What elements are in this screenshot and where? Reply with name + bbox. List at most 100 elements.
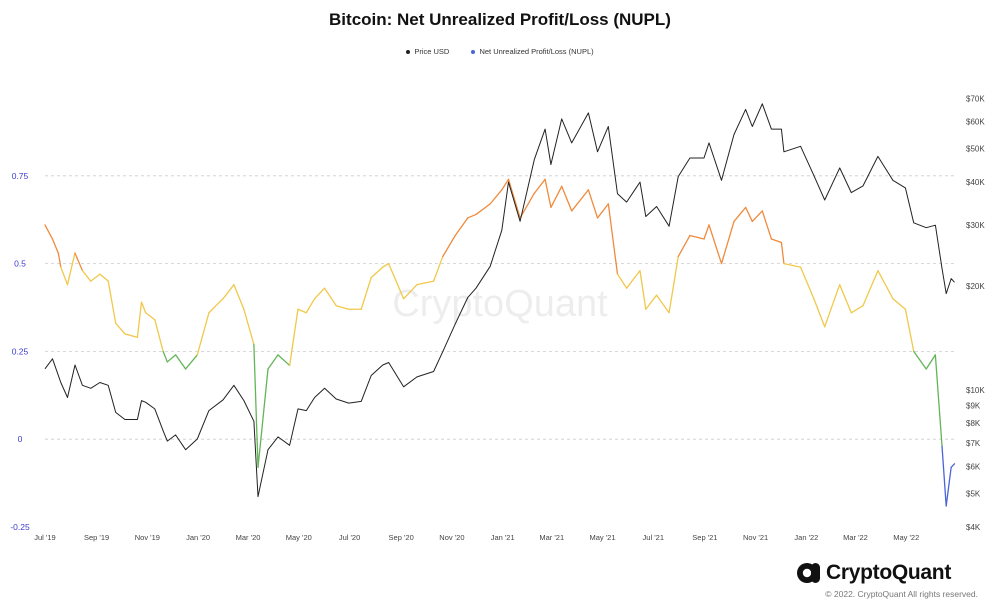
- nupl-segment: [382, 262, 390, 268]
- nupl-segment: [571, 189, 590, 212]
- right-tick-label: $9K: [966, 402, 981, 411]
- nupl-segment: [703, 224, 710, 240]
- legend-label-price: Price USD: [414, 47, 450, 56]
- nupl-segment: [60, 266, 69, 286]
- nupl-segment: [770, 238, 783, 244]
- x-tick-label: Jan '22: [794, 533, 818, 542]
- copyright: © 2022. CryptoQuant All rights reserved.: [825, 589, 978, 599]
- nupl-segment: [360, 276, 372, 310]
- nupl-segment: [839, 284, 852, 314]
- logo-text: CryptoQuant: [826, 561, 952, 584]
- nupl-segment: [297, 308, 307, 314]
- nupl-segment: [616, 273, 628, 289]
- left-tick-label: 0.25: [12, 346, 29, 356]
- nupl-segment: [813, 298, 826, 328]
- right-tick-label: $30K: [966, 221, 985, 230]
- right-tick-label: $50K: [966, 145, 985, 154]
- left-tick-label: 0.75: [12, 171, 29, 181]
- cryptoquant-logo-icon: [797, 563, 820, 583]
- x-tick-label: Sep '19: [84, 533, 109, 542]
- nupl-segment: [208, 298, 224, 314]
- nupl-segment: [950, 463, 956, 468]
- nupl-segment: [253, 343, 259, 468]
- nupl-segment: [335, 305, 350, 310]
- chart-title: Bitcoin: Net Unrealized Profit/Loss (NUP…: [329, 10, 671, 29]
- nupl-segment: [561, 185, 573, 212]
- nupl-segment: [862, 269, 879, 307]
- x-tick-label: Nov '20: [439, 533, 464, 542]
- nupl-segment: [744, 206, 753, 223]
- nupl-series: [44, 178, 956, 507]
- nupl-segment: [154, 319, 164, 353]
- nupl-segment: [74, 252, 84, 272]
- nupl-segment: [824, 284, 841, 328]
- nupl-segment: [99, 273, 109, 282]
- nupl-segment: [454, 217, 469, 237]
- x-tick-label: Jul '19: [34, 533, 55, 542]
- legend-item-price[interactable]: Price USD: [406, 47, 449, 56]
- nupl-segment: [596, 203, 609, 219]
- nupl-segment: [115, 322, 126, 335]
- right-tick-label: $20K: [966, 282, 985, 291]
- nupl-segment: [432, 255, 444, 282]
- nupl-segment: [145, 312, 156, 321]
- nupl-segment: [607, 203, 619, 275]
- nupl-segment: [162, 350, 168, 363]
- right-tick-label: $4K: [966, 523, 981, 532]
- nupl-segment: [892, 298, 907, 310]
- nupl-segment: [57, 252, 62, 268]
- nupl-segment: [934, 354, 943, 447]
- watermark: CryptoQuant: [392, 283, 608, 325]
- nupl-segment: [668, 255, 679, 314]
- x-tick-label: Jan '21: [491, 533, 515, 542]
- nupl-segment: [655, 294, 670, 314]
- nupl-segment: [277, 354, 291, 367]
- x-tick-label: Sep '21: [692, 533, 717, 542]
- right-tick-label: $40K: [966, 178, 985, 187]
- price-line: [44, 103, 955, 498]
- left-tick-label: 0: [18, 434, 23, 444]
- nupl-segment: [243, 308, 255, 346]
- nupl-segment: [81, 269, 92, 282]
- nupl-segment: [90, 273, 101, 282]
- nupl-segment: [416, 280, 435, 286]
- right-tick-label: $7K: [966, 439, 981, 448]
- nupl-segment: [941, 445, 947, 507]
- nupl-segment: [677, 234, 691, 258]
- legend-item-nupl[interactable]: Net Unrealized Profit/Loss (NUPL): [471, 47, 594, 56]
- cryptoquant-logo[interactable]: CryptoQuant: [796, 561, 976, 585]
- nupl-segment: [550, 185, 563, 209]
- nupl-segment: [233, 284, 245, 310]
- nupl-segment: [475, 203, 491, 216]
- nupl-segment: [467, 213, 477, 219]
- left-tick-label: 0.5: [14, 259, 26, 269]
- nupl-segment: [222, 284, 235, 300]
- nupl-segment: [305, 298, 316, 314]
- right-tick-label: $60K: [966, 117, 985, 126]
- nupl-segment: [519, 192, 535, 219]
- legend-dot-nupl: [471, 50, 476, 55]
- x-tick-label: Sep '20: [389, 533, 414, 542]
- nupl-segment: [587, 189, 599, 219]
- nupl-segment: [136, 301, 143, 339]
- nupl-segment: [925, 354, 937, 370]
- nupl-segment: [708, 224, 723, 265]
- legend-label-nupl: Net Unrealized Profit/Loss (NUPL): [479, 47, 594, 56]
- nupl-segment: [945, 466, 952, 507]
- x-tick-label: Jul '20: [339, 533, 360, 542]
- legend[interactable]: Price USD Net Unrealized Profit/Loss (NU…: [0, 47, 1000, 56]
- nupl-segment: [733, 206, 747, 223]
- price-series: [44, 103, 955, 498]
- right-tick-label: $6K: [966, 462, 981, 471]
- nupl-segment: [402, 284, 418, 300]
- nupl-segment: [720, 220, 735, 265]
- nupl-segment: [850, 305, 864, 314]
- nupl-segment: [388, 262, 405, 300]
- nupl-segment: [780, 241, 785, 265]
- x-tick-label: May '20: [286, 533, 312, 542]
- nupl-segment: [196, 312, 210, 356]
- nupl-segment: [877, 269, 894, 300]
- nupl-segment: [783, 262, 802, 268]
- nupl-segment: [44, 224, 54, 240]
